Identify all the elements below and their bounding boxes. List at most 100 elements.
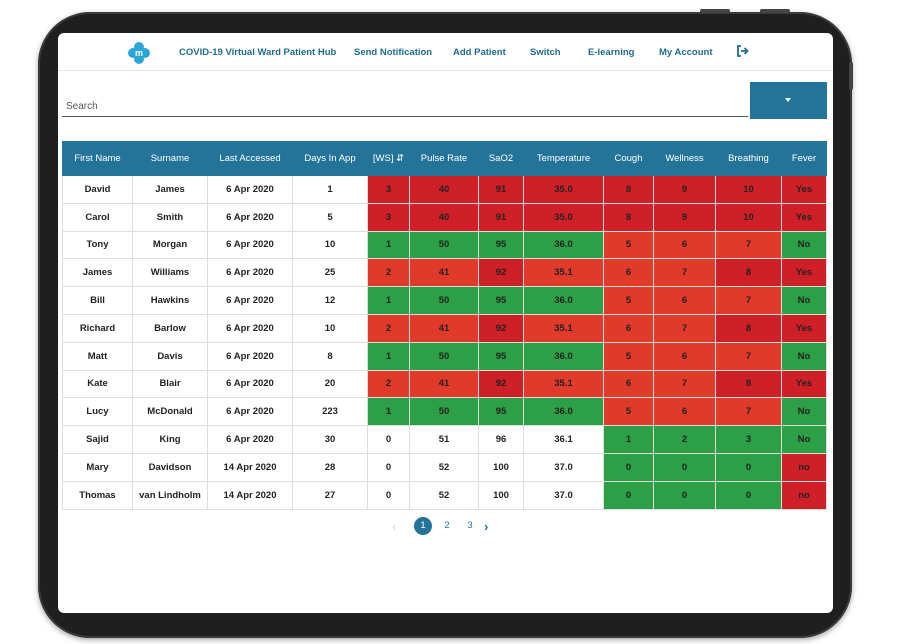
column-header-ws-score[interactable]: [WS] ⇵ [367, 141, 410, 176]
cell-ws-score: 0 [367, 452, 410, 482]
table-row[interactable]: Kate Blair 6 Apr 2020 20 2 41 92 35.1 6 7 8 Yes [62, 369, 827, 399]
table-row[interactable]: Sajid King 6 Apr 2020 30 0 51 96 36.1 1 2 3 No [62, 425, 827, 454]
cell-breathing: 10 [715, 175, 782, 204]
cell-last-accessed: 6 Apr 2020 [207, 341, 293, 371]
cell-days-in-app: 5 [292, 202, 368, 232]
table-row[interactable]: Bill Hawkins 6 Apr 2020 12 1 50 95 36.0 5 6 7 No [62, 286, 827, 315]
table-row[interactable]: Lucy McDonald 6 Apr 2020 223 1 50 95 36.0 5 6 7 No [62, 397, 827, 427]
nav-item-e-learning[interactable]: E-learning [588, 47, 635, 58]
cell-first-name: Thomas [62, 480, 133, 510]
nav-item-patient-hub[interactable]: COVID-19 Virtual Ward Patient Hub [179, 47, 337, 58]
table-row[interactable]: Tony Morgan 6 Apr 2020 10 1 50 95 36.0 5 6 7 No [62, 230, 827, 260]
cell-temperature: 37.0 [523, 452, 604, 482]
cell-sao2: 95 [478, 341, 524, 371]
table-row[interactable]: Carol Smith 6 Apr 2020 5 3 40 91 35.0 8 9 10 Yes [62, 202, 827, 232]
column-header-surname[interactable]: Surname [132, 141, 208, 176]
cell-cough: 5 [603, 230, 654, 260]
column-header-sao2[interactable]: SaO2 [478, 141, 524, 176]
cell-temperature: 37.0 [523, 480, 604, 510]
cell-days-in-app: 28 [292, 452, 368, 482]
cell-days-in-app: 223 [292, 397, 368, 427]
column-header-first-name[interactable]: First Name [62, 141, 133, 176]
cell-breathing: 7 [715, 286, 782, 315]
filter-dropdown-button[interactable] [750, 82, 827, 119]
cell-temperature: 36.0 [523, 341, 604, 371]
logo-letter: m [135, 48, 143, 58]
column-header-wellness[interactable]: Wellness [653, 141, 716, 176]
page-button-1[interactable]: 1 [414, 517, 432, 535]
cell-fever: no [781, 452, 827, 482]
cell-days-in-app: 25 [292, 258, 368, 288]
cell-temperature: 36.0 [523, 230, 604, 260]
medical-cross-logo-icon[interactable]: m [128, 42, 150, 64]
column-header-pulse-rate[interactable]: Pulse Rate [409, 141, 479, 176]
column-header-days-in-app[interactable]: Days In App [292, 141, 368, 176]
column-header-breathing[interactable]: Breathing [715, 141, 782, 176]
cell-days-in-app: 30 [292, 425, 368, 454]
cell-pulse-rate: 41 [409, 369, 479, 399]
cell-first-name: Richard [62, 313, 133, 343]
cell-breathing: 0 [715, 480, 782, 510]
nav-item-add-patient[interactable]: Add Patient [453, 47, 506, 58]
cell-pulse-rate: 40 [409, 175, 479, 204]
cell-wellness: 9 [653, 175, 716, 204]
cell-first-name: Carol [62, 202, 133, 232]
cell-pulse-rate: 50 [409, 286, 479, 315]
column-header-last-accessed[interactable]: Last Accessed [207, 141, 293, 176]
nav-item-switch[interactable]: Switch [530, 47, 561, 58]
nav-divider [58, 70, 833, 71]
cell-sao2: 95 [478, 286, 524, 315]
cell-fever: Yes [781, 202, 827, 232]
page-button-2[interactable]: 2 [444, 520, 450, 531]
cell-first-name: James [62, 258, 133, 288]
table-row[interactable]: Richard Barlow 6 Apr 2020 10 2 41 92 35.1 6 7 8 Yes [62, 313, 827, 343]
chevron-left-icon[interactable]: ‹ [392, 519, 397, 534]
table-row[interactable]: Matt Davis 6 Apr 2020 8 1 50 95 36.0 5 6 7 No [62, 341, 827, 371]
cell-wellness: 6 [653, 286, 716, 315]
page-button-3[interactable]: 3 [467, 520, 473, 531]
cell-sao2: 100 [478, 480, 524, 510]
cell-last-accessed: 6 Apr 2020 [207, 202, 293, 232]
cell-ws-score: 0 [367, 425, 410, 454]
cell-days-in-app: 1 [292, 175, 368, 204]
cell-wellness: 7 [653, 258, 716, 288]
table-row[interactable]: James Williams 6 Apr 2020 25 2 41 92 35.1 6 7 8 Yes [62, 258, 827, 288]
cell-wellness: 6 [653, 341, 716, 371]
table-row[interactable]: Mary Davidson 14 Apr 2020 28 0 52 100 37.0 0 0 0 no [62, 452, 827, 482]
nav-item-send-notification[interactable]: Send Notification [354, 47, 433, 58]
cell-sao2: 95 [478, 230, 524, 260]
cell-first-name: Kate [62, 369, 133, 399]
cell-fever: No [781, 341, 827, 371]
cell-last-accessed: 14 Apr 2020 [207, 452, 293, 482]
nav-item-my-account[interactable]: My Account [659, 47, 713, 58]
search-input[interactable] [62, 83, 748, 117]
cell-days-in-app: 20 [292, 369, 368, 399]
table-row[interactable]: Thomas van Lindholm 14 Apr 2020 27 0 52 100 37.… [62, 480, 827, 510]
chevron-right-icon[interactable]: › [484, 519, 489, 534]
column-header-fever[interactable]: Fever [781, 141, 827, 176]
cell-wellness: 2 [653, 425, 716, 454]
cell-sao2: 92 [478, 313, 524, 343]
cell-breathing: 8 [715, 369, 782, 399]
cell-days-in-app: 8 [292, 341, 368, 371]
cell-temperature: 36.1 [523, 425, 604, 454]
cell-temperature: 35.0 [523, 202, 604, 232]
cell-ws-score: 3 [367, 202, 410, 232]
caret-down-icon [785, 98, 791, 102]
column-header-cough[interactable]: Cough [603, 141, 654, 176]
table-row[interactable]: David James 6 Apr 2020 1 3 40 91 35.0 8 9 10 Yes [62, 175, 827, 204]
cell-wellness: 0 [653, 452, 716, 482]
cell-wellness: 7 [653, 313, 716, 343]
cell-temperature: 35.1 [523, 258, 604, 288]
logout-icon[interactable] [736, 44, 750, 58]
cell-surname: McDonald [132, 397, 208, 427]
cell-pulse-rate: 41 [409, 313, 479, 343]
cell-pulse-rate: 41 [409, 258, 479, 288]
column-header-temperature[interactable]: Temperature [523, 141, 604, 176]
cell-wellness: 0 [653, 480, 716, 510]
app-screen: m COVID-19 Virtual Ward Patient Hub Send… [58, 33, 833, 613]
cell-surname: Smith [132, 202, 208, 232]
cell-cough: 6 [603, 313, 654, 343]
cell-last-accessed: 6 Apr 2020 [207, 425, 293, 454]
cell-surname: van Lindholm [132, 480, 208, 510]
